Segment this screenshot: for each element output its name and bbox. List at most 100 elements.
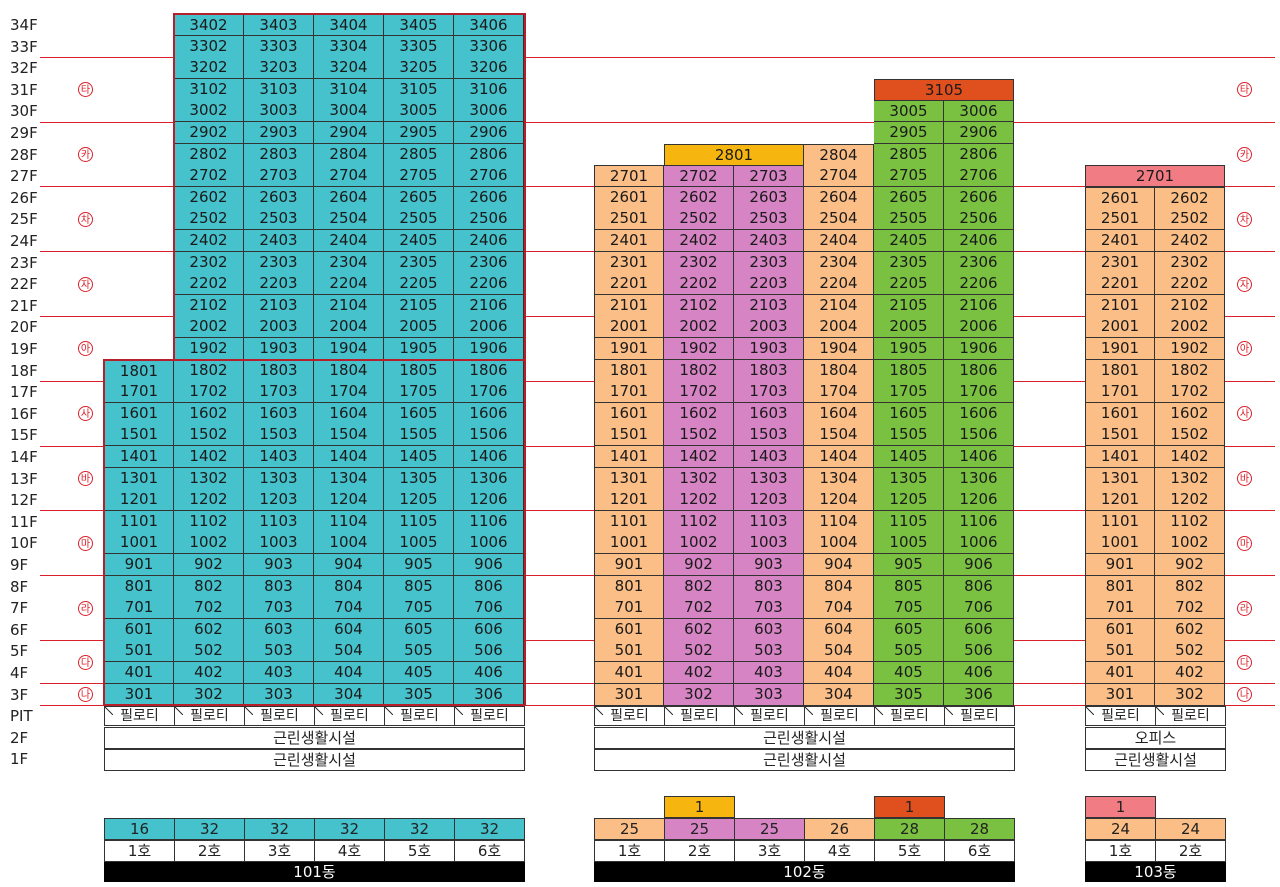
unit-cell: 601 [1085,618,1155,641]
unit-cell: 1403 [244,446,314,469]
building-name-bar: 103동 [1085,862,1226,882]
unit-cell: 1701 [1085,381,1155,404]
unit-cell: 2303 [244,251,314,274]
floor-label: 13F [10,469,38,488]
unit-cell: 405 [384,662,454,685]
floor-label: 10F [10,534,38,553]
floor-label: 21F [10,296,38,315]
unit-cell: 603 [244,618,314,641]
unit-cell: 2003 [734,316,804,339]
unit-cell: 2006 [454,316,524,339]
unit-cell: 503 [734,640,804,663]
unit-cell: 2703 [244,165,314,188]
zone-badge-right: 마 [1237,535,1252,551]
unit-cell: 1103 [244,510,314,533]
unit-cell: 505 [384,640,454,663]
unit-cell: 302 [664,683,734,706]
unit-cell: 1306 [454,467,524,490]
piloti-cell: 필로티 [944,706,1015,727]
unit-cell: 2404 [314,230,384,253]
unit-cell: 303 [244,683,314,706]
unit-count-cell: 28 [874,818,945,840]
unit-cell: 1106 [454,510,524,533]
unit-cell: 2304 [804,251,874,274]
unit-cell: 1203 [244,489,314,512]
unit-cell: 504 [804,640,874,663]
unit-cell: 1303 [244,467,314,490]
unit-cell: 2902 [174,122,244,145]
zone-badge-left: 라 [78,600,93,616]
floor-label: 7F [10,599,29,618]
unit-type-label: 3호 [244,840,315,862]
unit-cell: 2302 [664,251,734,274]
unit-cell: 702 [174,597,244,620]
unit-cell: 504 [314,640,384,663]
unit-cell: 1903 [734,338,804,361]
unit-type-label: 2호 [1155,840,1226,862]
unit-type-label: 4호 [804,840,875,862]
unit-cell: 2705 [384,165,454,188]
unit-cell: 605 [874,618,944,641]
piloti-cell: 필로티 [874,706,945,727]
unit-cell: 2401 [1085,230,1155,253]
unit-cell: 2906 [454,122,524,145]
unit-cell: 2503 [734,208,804,231]
unit-cell: 2602 [664,186,734,209]
unit-cell: 705 [384,597,454,620]
unit-cell: 706 [454,597,524,620]
unit-cell: 3004 [314,100,384,123]
unit-cell: 2302 [174,251,244,274]
unit-cell: 1802 [174,359,244,382]
zone-badge-right: 타 [1237,82,1252,98]
unit-cell: 1201 [594,489,664,512]
unit-type-label: 5호 [874,840,945,862]
unit-cell: 2605 [874,186,944,209]
unit-cell: 1403 [734,446,804,469]
unit-cell: 1902 [1155,338,1225,361]
unit-cell: 2606 [944,186,1014,209]
floor-label: 5F [10,642,29,661]
unit-cell: 2205 [874,273,944,296]
unit-cell: 1203 [734,489,804,512]
unit-cell: 602 [174,618,244,641]
unit-cell: 1104 [804,510,874,533]
unit-cell: 2603 [244,186,314,209]
unit-cell: 2403 [734,230,804,253]
unit-cell: 1704 [804,381,874,404]
unit-cell: 804 [804,575,874,598]
unit-cell: 2202 [1155,273,1225,296]
unit-cell: 2602 [1155,186,1225,209]
floor-label: 14F [10,448,38,466]
unit-cell: 1202 [664,489,734,512]
unit-cell: 2601 [594,186,664,209]
unit-cell: 705 [874,597,944,620]
unit-cell: 1801 [594,359,664,382]
unit-cell: 1501 [594,424,664,447]
unit-cell: 2201 [1085,273,1155,296]
unit-cell: 2501 [1085,208,1155,231]
unit-cell: 304 [804,683,874,706]
unit-cell: 2904 [314,122,384,145]
unit-cell: 506 [944,640,1014,663]
unit-cell: 803 [244,575,314,598]
unit-cell: 1501 [104,424,174,447]
unit-cell: 901 [594,554,664,577]
building-name-bar: 101동 [104,862,525,882]
unit-cell: 903 [244,554,314,577]
unit-count-cell: 32 [384,818,455,840]
unit-cell: 1401 [104,446,174,469]
unit-type-label: 1호 [1085,840,1156,862]
unit-cell: 2602 [174,186,244,209]
unit-cell: 2001 [594,316,664,339]
unit-cell: 1406 [454,446,524,469]
unit-cell: 2504 [804,208,874,231]
unit-count-cell: 25 [594,818,665,840]
unit-cell: 2603 [734,186,804,209]
unit-cell: 1905 [384,338,454,361]
floor-label: 33F [10,37,38,56]
unit-cell: 502 [174,640,244,663]
unit-cell: 2806 [454,143,524,166]
unit-cell: 3005 [384,100,454,123]
unit-cell: 1905 [874,338,944,361]
unit-type-label: 2호 [664,840,735,862]
